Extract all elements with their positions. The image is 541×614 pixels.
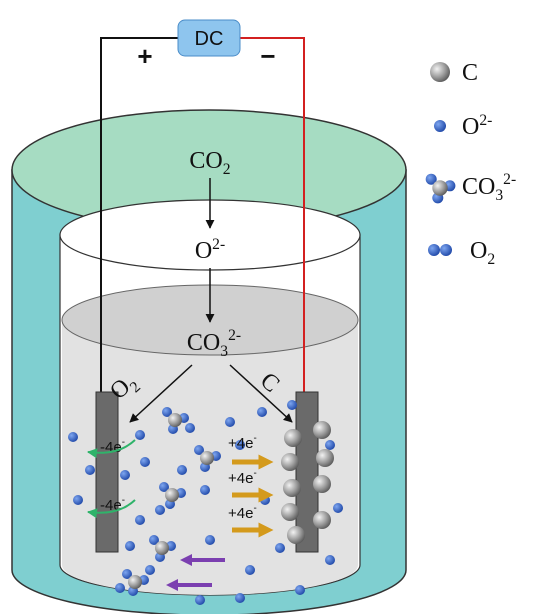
carbonate-label: CO32- — [187, 327, 241, 360]
oxide-ion — [245, 565, 255, 575]
oxide-ion — [135, 515, 145, 525]
oxide-ion — [428, 244, 440, 256]
oxide-ion — [115, 583, 125, 593]
wire-positive — [100, 37, 180, 395]
negative-sign: − — [260, 41, 275, 71]
co2-label: CO2 — [189, 148, 230, 178]
dc-box — [177, 19, 241, 57]
oxide-ion — [122, 569, 132, 579]
legend-label: O2 — [470, 238, 495, 268]
oxide-ion — [200, 485, 210, 495]
oxide-ion — [85, 465, 95, 475]
oxide-ion — [140, 457, 150, 467]
carbon — [283, 479, 301, 497]
dc-label: DC — [195, 28, 224, 50]
oxide-ion — [145, 565, 155, 575]
carbon — [432, 180, 448, 196]
carbon — [313, 475, 331, 493]
carbon — [281, 453, 299, 471]
oxide-ion — [155, 505, 165, 515]
carbon — [168, 413, 182, 427]
oxide-ion — [120, 470, 130, 480]
positive-sign: + — [137, 41, 152, 71]
arrow — [129, 364, 193, 423]
legend-label: C — [462, 60, 478, 86]
oxide-ion — [425, 173, 437, 185]
cathode — [295, 391, 319, 553]
carbon — [155, 541, 169, 555]
oxide-ion — [73, 495, 83, 505]
oxide-ion — [434, 120, 446, 132]
oxide-ion — [257, 407, 267, 417]
oxide-ion — [125, 541, 135, 551]
carbon — [313, 421, 331, 439]
cathode-electrons: +4e- — [228, 503, 257, 522]
carbon — [281, 503, 299, 521]
oxide-ion — [135, 430, 145, 440]
cathode-electrons: +4e- — [228, 468, 257, 487]
oxide-ion — [185, 423, 195, 433]
oxide-ion — [159, 482, 169, 492]
oxide-ion — [205, 535, 215, 545]
legend-label: CO32- — [462, 171, 516, 204]
oxide-ion — [195, 595, 205, 605]
carbon — [430, 62, 450, 82]
carbon — [200, 451, 214, 465]
wire-negative — [238, 37, 305, 395]
oxide-ion — [325, 555, 335, 565]
oxide-ion — [325, 440, 335, 450]
oxide-ion — [225, 417, 235, 427]
green-arrow — [87, 439, 136, 459]
oxide-ion — [162, 407, 172, 417]
oxide-ion — [194, 445, 204, 455]
oxide-ion — [68, 432, 78, 442]
oxide-ion — [440, 244, 452, 256]
legend-label: O2- — [462, 112, 492, 140]
carbon — [313, 511, 331, 529]
oxide-label: O2- — [195, 236, 225, 264]
oxide-ion — [235, 593, 245, 603]
carbon — [284, 429, 302, 447]
oxide-ion — [235, 440, 245, 450]
carbon — [287, 526, 305, 544]
cathode-electrons: +4e- — [228, 433, 257, 452]
anode — [95, 391, 119, 553]
carbon — [316, 449, 334, 467]
oxide-ion — [275, 543, 285, 553]
oxide-ion — [177, 465, 187, 475]
oxide-ion — [149, 535, 159, 545]
oxide-ion — [333, 503, 343, 513]
oxide-ion — [287, 400, 297, 410]
arrow — [229, 364, 293, 423]
carbon — [165, 488, 179, 502]
oxide-ion — [295, 585, 305, 595]
carbon — [128, 575, 142, 589]
green-arrow — [87, 499, 136, 519]
